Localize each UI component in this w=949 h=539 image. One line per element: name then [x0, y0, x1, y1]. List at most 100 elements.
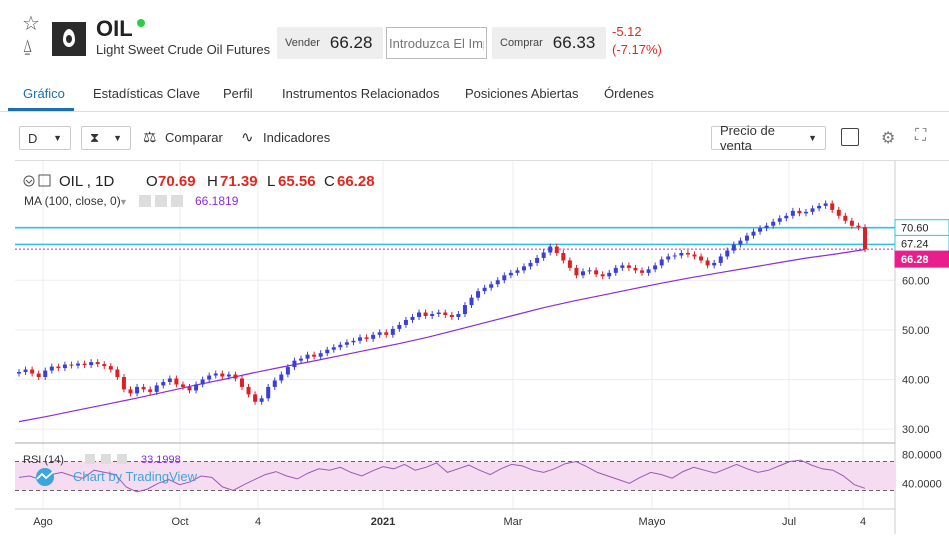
tab-instrumentos-relacionados[interactable]: Instrumentos Relacionados [282, 86, 440, 101]
tradingview-watermark[interactable]: Chart by TradingView [36, 468, 198, 486]
chart-container[interactable]: 30.00 40.00 50.00 60.00 70.60 67.24 66.28 OIL… [15, 160, 949, 534]
candle-body [292, 360, 297, 368]
rsi-pane [15, 461, 895, 491]
horizontal-gridlines [15, 279, 895, 430]
candle-body [515, 270, 520, 273]
candle-body [738, 240, 743, 245]
candle-body [449, 315, 454, 317]
buy-label: Comprar [500, 37, 543, 49]
candle-body [797, 210, 802, 214]
candle-body [423, 312, 428, 316]
fullscreen-icon[interactable]: ⛶ [915, 127, 927, 144]
candle-body [108, 366, 113, 370]
amount-input[interactable] [386, 27, 487, 59]
tab-ordenes[interactable]: Órdenes [604, 86, 654, 101]
candle-body [331, 347, 336, 350]
price-type-select[interactable]: Precio de venta ▼ [711, 123, 826, 153]
settings-icon[interactable]: ⚙ [881, 130, 896, 147]
close-icon[interactable] [117, 454, 127, 464]
chart-type-select[interactable]: ⧗ ▼ [81, 126, 131, 150]
settings-icon[interactable] [101, 454, 111, 464]
indicators-icon[interactable]: ∿ [241, 129, 254, 146]
candle-body [56, 366, 61, 369]
candle-body [587, 270, 592, 272]
sell-button[interactable]: Vender 66.28 [277, 27, 383, 59]
candle-body [338, 344, 343, 348]
chevron-down-icon: ▼ [113, 133, 122, 143]
candle-body [679, 253, 684, 256]
candle-body [95, 362, 100, 365]
price-chart[interactable]: 30.00 40.00 50.00 60.00 70.60 67.24 66.28 OIL… [15, 161, 949, 534]
buy-button[interactable]: Comprar 66.33 [492, 27, 606, 59]
compare-button[interactable]: Comparar [165, 130, 223, 145]
candle-body [82, 363, 87, 366]
tab-posiciones-abiertas[interactable]: Posiciones Abiertas [465, 86, 579, 101]
settings-icon[interactable] [155, 195, 167, 207]
candle-body [207, 375, 212, 380]
candle-body [554, 246, 559, 253]
candle-body [76, 363, 81, 366]
candle-body [508, 272, 513, 276]
sell-label: Vender [285, 37, 320, 49]
x-tick-label: Mayo [639, 516, 666, 528]
candle-body [849, 220, 854, 226]
candle-body [443, 312, 448, 315]
candle-body [30, 369, 35, 374]
candle-body [279, 374, 284, 381]
close-icon[interactable] [171, 195, 183, 207]
x-tick-label: 2021 [371, 516, 395, 528]
candle-body [259, 398, 264, 402]
candle-body [180, 384, 185, 387]
candle-body [194, 384, 199, 391]
candle-body [253, 394, 258, 402]
candle-body [633, 267, 638, 271]
alert-icon[interactable]: ⍙ [22, 36, 33, 56]
chevron-down-icon: ▼ [119, 197, 128, 207]
candle-body [535, 257, 540, 263]
instrument-symbol: OIL [96, 16, 133, 41]
compare-icon[interactable]: ⚖ [143, 129, 157, 146]
visibility-icon[interactable] [85, 454, 95, 464]
candle-body [653, 265, 658, 270]
sell-price: 66.28 [329, 33, 373, 52]
candles [17, 200, 867, 405]
candle-body [685, 253, 690, 255]
live-status-dot [137, 19, 145, 27]
instrument-header: ☆ ⍙ OIL Light Sweet Crude Oil Futures Ve… [0, 0, 949, 70]
tab-estadisticas-clave[interactable]: Estadísticas Clave [93, 86, 200, 101]
time-axis: Ago Oct 4 2021 Mar Mayo Jul 4 [33, 516, 866, 528]
candle-body [521, 266, 526, 271]
collapse-icon[interactable] [23, 175, 35, 187]
star-icon[interactable]: ☆ [22, 13, 40, 35]
interval-select[interactable]: D ▼ [19, 126, 71, 150]
indicators-button[interactable]: Indicadores [263, 130, 331, 145]
candle-body [712, 262, 717, 266]
candle-body [285, 367, 290, 375]
candle-body [620, 265, 625, 268]
checkbox[interactable] [841, 128, 859, 146]
candle-body [299, 358, 303, 361]
candle-body [856, 225, 861, 228]
tab-grafico[interactable]: Gráfico [23, 86, 65, 101]
candle-body [36, 373, 41, 377]
candle-body [548, 246, 553, 253]
candle-body [213, 373, 218, 376]
rsi-label: RSI (14) [23, 454, 64, 466]
candle-body [495, 280, 500, 285]
legend-symbol: OIL , 1D [59, 173, 114, 190]
candle-body [699, 256, 704, 261]
candle-body [128, 389, 133, 394]
price-axis: 30.00 40.00 50.00 60.00 [902, 275, 930, 436]
buy-price: 66.33 [552, 33, 596, 52]
x-tick-label: Jul [782, 516, 796, 528]
tab-perfil[interactable]: Perfil [223, 86, 253, 101]
rsi-tick-label: 80.0000 [902, 449, 942, 461]
candle-body [417, 312, 422, 317]
candle-body [666, 256, 671, 260]
visibility-icon[interactable] [139, 195, 151, 207]
candle-body [462, 305, 467, 315]
candle-body [810, 208, 815, 212]
price-lines [15, 226, 895, 250]
candle-body [23, 369, 28, 373]
candle-body [325, 349, 330, 354]
